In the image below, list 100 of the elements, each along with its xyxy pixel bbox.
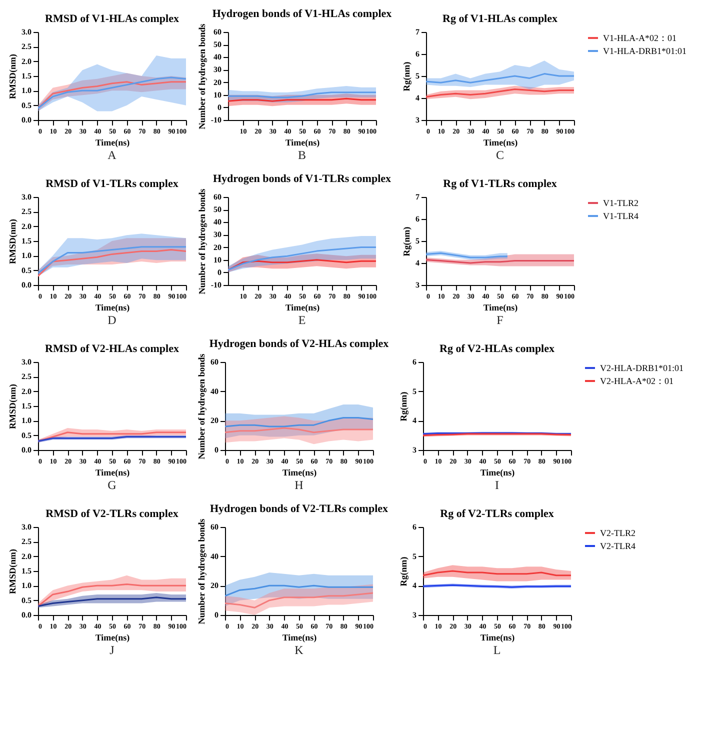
x-axis-title: Time(ns) [95, 302, 130, 312]
line-series [228, 259, 376, 271]
y-tick-label: 1.0 [22, 86, 32, 96]
y-tick-label: 5 [412, 386, 416, 396]
y-tick-label: 2.5 [22, 207, 32, 216]
text: B [298, 148, 306, 162]
y-tick-label: 60 [214, 192, 222, 202]
y-tick-label: 2.0 [22, 386, 32, 396]
chart-title: Hydrogen bonds of V2-HLAs complex [209, 338, 390, 350]
y-tick-label: 3.0 [22, 192, 32, 202]
chart-title: Rg of V2-HLAs complex [440, 343, 555, 355]
y-tick-label: 2.0 [22, 222, 32, 231]
legend-label: V1-TLR4 [603, 211, 639, 221]
y-tick-label: 0 [214, 610, 218, 620]
y-tick-label: 3.0 [22, 522, 32, 532]
y-tick-label: 40 [214, 218, 222, 227]
legend-label: V1-HLA-DRB1*01:01 [603, 46, 686, 56]
y-tick-label: 3 [416, 280, 420, 290]
chart-title: RMSD of V2-TLRs complex [46, 508, 179, 520]
chart-title: RMSD of V1-TLRs complex [46, 178, 179, 190]
x-axis-title: Time(ns) [483, 302, 518, 312]
legend-label: V2-TLR4 [600, 541, 636, 551]
text: F [496, 313, 504, 327]
legend-label: V2-HLA-DRB1*01:01 [600, 363, 684, 373]
y-axis-title: RMSD(nm) [8, 549, 18, 594]
y-tick-label: 2.5 [22, 372, 32, 382]
y-tick-label: 3.0 [22, 358, 32, 366]
y-tick-label: 50 [214, 205, 222, 214]
y-tick-label: 1.5 [22, 402, 32, 410]
y-tick-label: 1.5 [22, 236, 32, 246]
y-tick-label: 60 [210, 358, 218, 366]
text: D [108, 313, 117, 327]
y-tick-label: 20 [210, 581, 218, 590]
x-axis-title: Time(ns) [95, 468, 130, 478]
y-tick-label: -10 [210, 280, 222, 290]
y-tick-label: 0 [218, 268, 222, 277]
y-tick-label: 0 [218, 102, 222, 112]
y-tick-label: 6 [412, 358, 416, 366]
y-tick-label: 10 [214, 90, 222, 100]
y-tick-label: 30 [214, 230, 222, 240]
x-axis-title: Time(ns) [282, 468, 317, 478]
y-tick-label: 50 [214, 40, 222, 50]
y-tick-label: -10 [210, 116, 222, 124]
x-axis-title: Time(ns) [285, 302, 320, 312]
y-tick-label: 6 [412, 522, 416, 532]
x-axis-title: Time(ns) [95, 138, 130, 148]
y-tick-label: 7 [416, 28, 420, 36]
x-axis-title: Time(ns) [480, 632, 515, 642]
text: H [294, 478, 304, 492]
y-axis-title: Number of hydrogen bonds [196, 23, 207, 130]
y-tick-label: 60 [214, 28, 222, 36]
legend-label: V2-HLA-A*02：01 [600, 376, 674, 386]
y-tick-label: 0.5 [22, 100, 32, 110]
y-tick-label: 60 [210, 522, 218, 532]
line-series [38, 583, 186, 607]
y-tick-label: 20 [214, 78, 222, 87]
line-series [38, 596, 186, 607]
y-tick-label: 0.5 [22, 266, 32, 275]
y-axis-title: Rg(nm) [402, 62, 412, 92]
y-tick-label: 0.5 [22, 596, 32, 605]
y-tick-label: 4 [412, 416, 416, 426]
y-tick-label: 0.0 [22, 446, 32, 454]
y-axis-title: Number of hydrogen bonds [196, 518, 206, 624]
y-axis-title: Rg(nm) [398, 392, 408, 422]
chart-title: Rg of V2-TLRs complex [440, 508, 554, 520]
y-axis-title: Number of hydrogen bonds [196, 188, 207, 294]
text: G [108, 478, 117, 492]
chart-title: Hydrogen bonds of V2-TLRs complex [210, 503, 389, 516]
legend-label: V2-TLR2 [600, 528, 636, 538]
chart-title: Rg of V1-HLAs complex [442, 13, 558, 25]
y-axis-title: RMSD(nm) [8, 54, 18, 99]
line-series [38, 432, 186, 442]
y-axis-title: RMSD(nm) [8, 219, 18, 264]
chart-title: Hydrogen bonds of V1-TLRs complex [212, 173, 392, 186]
y-tick-label: 7 [416, 192, 420, 202]
y-tick-label: 40 [210, 386, 218, 396]
x-axis-title: Time(ns) [480, 468, 515, 478]
y-tick-label: 40 [214, 52, 222, 62]
line-series [426, 88, 574, 98]
text: L [493, 643, 501, 657]
y-tick-label: 1.0 [22, 251, 32, 260]
text: K [294, 643, 304, 657]
y-tick-label: 1.5 [22, 566, 32, 576]
text: I [495, 478, 499, 492]
y-tick-label: 30 [214, 65, 222, 74]
y-axis-title: RMSD(nm) [8, 384, 18, 429]
y-tick-label: 0 [214, 446, 218, 454]
line-series [225, 592, 373, 608]
line-series [426, 73, 574, 84]
x-axis-title: Time(ns) [282, 632, 317, 642]
text: A [108, 148, 117, 162]
y-tick-label: 3.0 [22, 28, 32, 36]
line-series [225, 584, 373, 597]
y-tick-label: 0.5 [22, 430, 32, 440]
chart-title: RMSD of V1-HLAs complex [45, 13, 180, 25]
y-tick-label: 2.5 [22, 537, 32, 546]
y-tick-label: 6 [416, 50, 420, 58]
y-tick-label: 4 [416, 258, 420, 268]
y-tick-label: 0.0 [22, 116, 32, 124]
x-axis-title: Time(ns) [483, 138, 518, 148]
